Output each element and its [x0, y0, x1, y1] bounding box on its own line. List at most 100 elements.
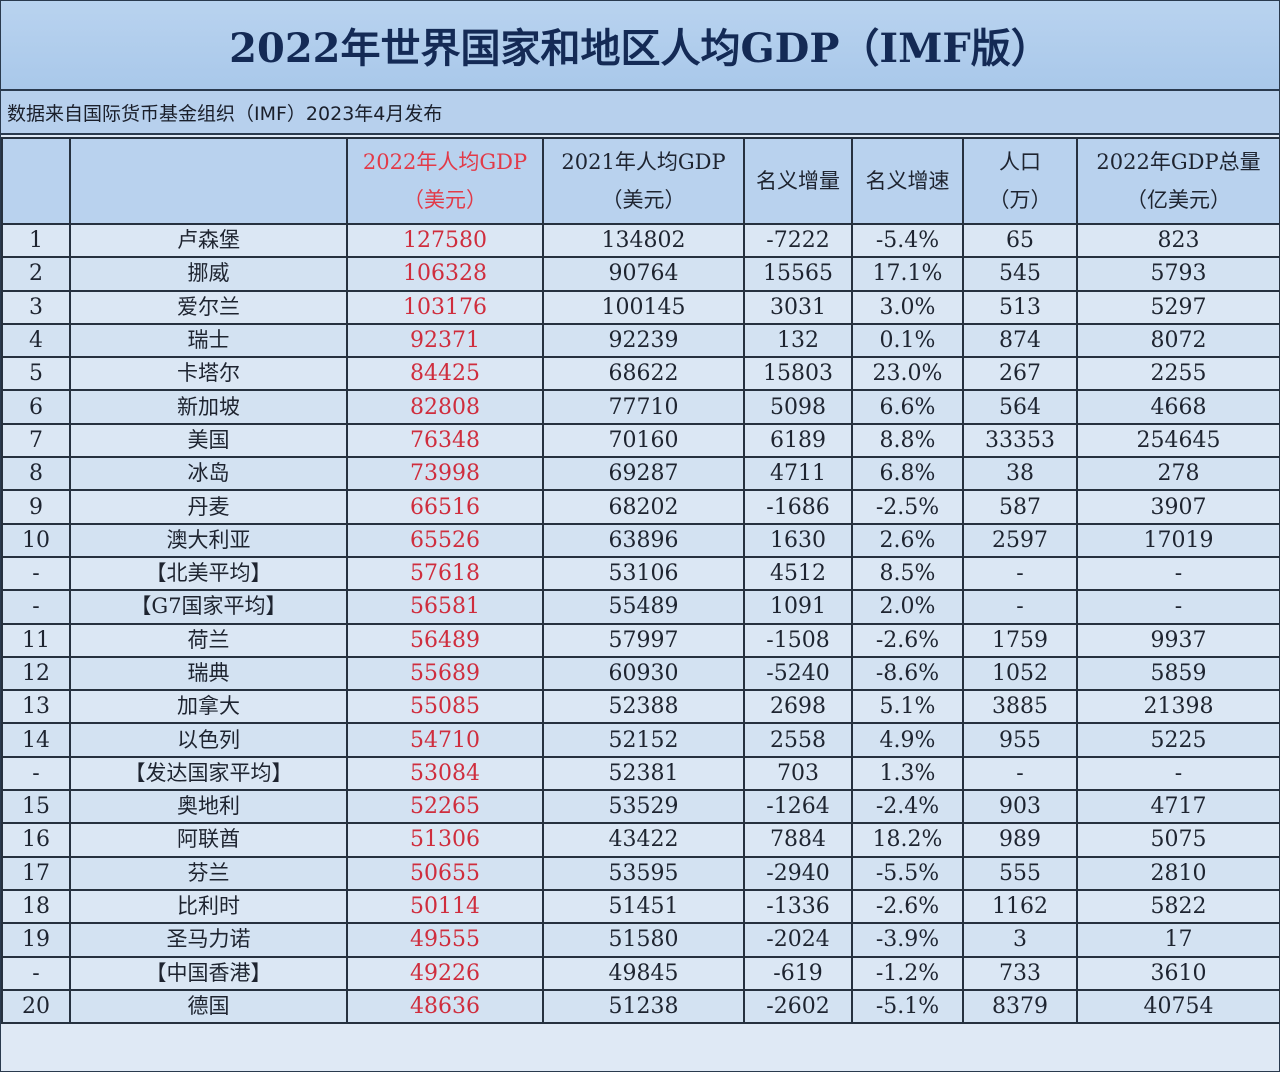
- table-row: 11 荷兰 56489 57997 -1508 -2.6% 1759 9937: [1, 622, 1280, 658]
- cell-gdp-total-2022: 254645: [1076, 422, 1280, 459]
- column-header-nominal-increase: 名义增量: [743, 137, 853, 225]
- cell-population: -: [962, 555, 1078, 592]
- cell-gdp-2022: 76348: [346, 422, 544, 459]
- cell-nominal-growth: -5.1%: [851, 988, 964, 1025]
- column-header-unit: （美元）: [601, 188, 686, 212]
- cell-gdp-2021: 51451: [542, 888, 745, 925]
- cell-rank: 5: [1, 356, 71, 392]
- table-row: 3 爱尔兰 103176 100145 3031 3.0% 513 5297: [1, 289, 1280, 325]
- cell-gdp-2021: 70160: [542, 422, 745, 459]
- cell-gdp-total-2022: 5297: [1076, 289, 1280, 325]
- cell-gdp-2022: 56489: [346, 622, 544, 658]
- cell-nominal-increase: 4711: [743, 456, 853, 492]
- cell-population: 3: [962, 922, 1078, 958]
- cell-nominal-increase: 2698: [743, 689, 853, 725]
- cell-population: 33353: [962, 422, 1078, 459]
- cell-gdp-2021: 53529: [542, 789, 745, 825]
- table-body: 1 卢森堡 127580 134802 -7222 -5.4% 65 823 2 挪威 106328…: [1, 222, 1280, 1025]
- cell-population: 587: [962, 489, 1078, 525]
- cell-population: 989: [962, 822, 1078, 858]
- column-header-unit: （万）: [988, 188, 1052, 212]
- cell-nominal-growth: -2.6%: [851, 622, 964, 658]
- cell-nominal-increase: -7222: [743, 222, 853, 259]
- cell-gdp-2022: 66516: [346, 489, 544, 525]
- cell-nominal-growth: -5.5%: [851, 855, 964, 891]
- cell-gdp-2022: 82808: [346, 389, 544, 425]
- cell-gdp-total-2022: 5225: [1076, 722, 1280, 758]
- column-header-rank: [1, 137, 71, 225]
- cell-population: 874: [962, 322, 1078, 359]
- table-row: - 【中国香港】 49226 49845 -619 -1.2% 733 3610: [1, 955, 1280, 991]
- column-header-unit: （亿美元）: [1126, 188, 1231, 212]
- cell-gdp-2021: 90764: [542, 256, 745, 292]
- cell-name: 【G7国家平均】: [69, 589, 348, 625]
- cell-nominal-growth: 4.9%: [851, 722, 964, 758]
- cell-rank: 20: [1, 988, 71, 1025]
- cell-nominal-increase: -1686: [743, 489, 853, 525]
- cell-rank: 16: [1, 822, 71, 858]
- cell-nominal-increase: 132: [743, 322, 853, 359]
- cell-nominal-growth: -2.5%: [851, 489, 964, 525]
- cell-name: 爱尔兰: [69, 289, 348, 325]
- cell-population: 1162: [962, 888, 1078, 925]
- column-header-unit: （美元）: [403, 188, 487, 212]
- cell-rank: 6: [1, 389, 71, 425]
- cell-gdp-2021: 52388: [542, 689, 745, 725]
- cell-nominal-increase: 7884: [743, 822, 853, 858]
- cell-gdp-2021: 77710: [542, 389, 745, 425]
- cell-name: 以色列: [69, 722, 348, 758]
- table-row: 5 卡塔尔 84425 68622 15803 23.0% 267 2255: [1, 356, 1280, 392]
- table-row: 13 加拿大 55085 52388 2698 5.1% 3885 21398: [1, 689, 1280, 725]
- cell-gdp-total-2022: 2255: [1076, 356, 1280, 392]
- cell-nominal-increase: -2940: [743, 855, 853, 891]
- cell-rank: 2: [1, 256, 71, 292]
- table-row: 10 澳大利亚 65526 63896 1630 2.6% 2597 17019: [1, 522, 1280, 558]
- cell-rank: -: [1, 755, 71, 792]
- cell-name: 芬兰: [69, 855, 348, 891]
- cell-population: 733: [962, 955, 1078, 991]
- table-row: 19 圣马力诺 49555 51580 -2024 -3.9% 3 17: [1, 922, 1280, 958]
- cell-nominal-growth: -8.6%: [851, 655, 964, 692]
- cell-name: 瑞士: [69, 322, 348, 359]
- cell-gdp-2021: 51238: [542, 988, 745, 1025]
- table-row: 12 瑞典 55689 60930 -5240 -8.6% 1052 5859: [1, 655, 1280, 692]
- cell-nominal-growth: -2.6%: [851, 888, 964, 925]
- cell-gdp-2022: 53084: [346, 755, 544, 792]
- cell-nominal-growth: -2.4%: [851, 789, 964, 825]
- cell-gdp-2022: 92371: [346, 322, 544, 359]
- cell-nominal-growth: 2.0%: [851, 589, 964, 625]
- cell-nominal-growth: 17.1%: [851, 256, 964, 292]
- cell-rank: 17: [1, 855, 71, 891]
- cell-gdp-2021: 100145: [542, 289, 745, 325]
- cell-nominal-increase: 1630: [743, 522, 853, 558]
- cell-rank: 19: [1, 922, 71, 958]
- cell-population: 267: [962, 356, 1078, 392]
- cell-gdp-2021: 60930: [542, 655, 745, 692]
- cell-gdp-2021: 53106: [542, 555, 745, 592]
- table-row: 20 德国 48636 51238 -2602 -5.1% 8379 40754: [1, 988, 1280, 1025]
- cell-population: 38: [962, 456, 1078, 492]
- cell-gdp-total-2022: 5859: [1076, 655, 1280, 692]
- cell-population: 65: [962, 222, 1078, 259]
- cell-gdp-total-2022: 4717: [1076, 789, 1280, 825]
- cell-gdp-total-2022: 21398: [1076, 689, 1280, 725]
- cell-rank: 18: [1, 888, 71, 925]
- cell-gdp-total-2022: 5822: [1076, 888, 1280, 925]
- cell-gdp-2022: 52265: [346, 789, 544, 825]
- cell-gdp-2021: 57997: [542, 622, 745, 658]
- cell-name: 圣马力诺: [69, 922, 348, 958]
- cell-nominal-increase: -5240: [743, 655, 853, 692]
- cell-gdp-2021: 63896: [542, 522, 745, 558]
- table-row: 1 卢森堡 127580 134802 -7222 -5.4% 65 823: [1, 222, 1280, 259]
- cell-population: 2597: [962, 522, 1078, 558]
- cell-gdp-2022: 127580: [346, 222, 544, 259]
- cell-name: 阿联酋: [69, 822, 348, 858]
- cell-gdp-2021: 92239: [542, 322, 745, 359]
- cell-population: 545: [962, 256, 1078, 292]
- table-row: 9 丹麦 66516 68202 -1686 -2.5% 587 3907: [1, 489, 1280, 525]
- cell-gdp-total-2022: 9937: [1076, 622, 1280, 658]
- cell-gdp-2021: 49845: [542, 955, 745, 991]
- column-header-name: [69, 137, 348, 225]
- cell-gdp-total-2022: 2810: [1076, 855, 1280, 891]
